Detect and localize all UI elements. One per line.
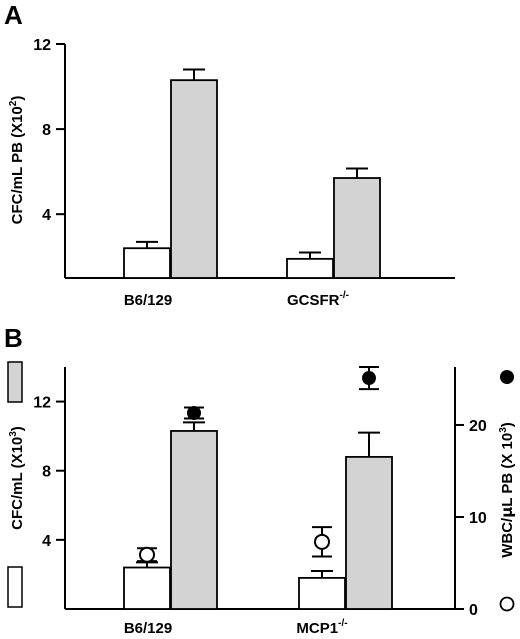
panel-a-letter: A xyxy=(4,0,23,30)
panel-b-y-axis-label: CFC/mL (X103) xyxy=(8,426,26,530)
panel-a-bar-s1-c1 xyxy=(333,177,381,279)
panel-b-y2-tick-label-0: 0 xyxy=(469,602,478,619)
panel-b-open-point-0 xyxy=(139,546,155,563)
panel-b-filled-point-1 xyxy=(362,371,376,386)
panel-b: B 4 8 12 0 10 20 CFC/mL (X103) WBC/μL PB (X … xyxy=(4,323,516,637)
panel-b-y2-tick-label-1: 10 xyxy=(469,510,487,527)
legend-swatch-white-bar xyxy=(7,566,23,608)
panel-b-bar-s0-c0 xyxy=(123,566,171,610)
panel-b-y-tick-label-2: 12 xyxy=(33,395,51,412)
panel-a-y-tick-label-2: 12 xyxy=(33,37,51,54)
panel-a-bar-s0-c1 xyxy=(286,257,334,279)
panel-b-bar-s0-c1 xyxy=(298,576,346,610)
panel-b-y2-tick-label-2: 20 xyxy=(469,418,487,435)
panel-b-letter: B xyxy=(4,323,23,353)
panel-b-open-point-1 xyxy=(314,533,330,550)
panel-a: A 4 8 12 CFC/mL PB (X102) B6/129 GCSFR-/- xyxy=(4,0,455,309)
panel-b-category-label-1: B6/129 xyxy=(124,620,172,637)
panel-b-y2-axis-label: WBC/μL PB (X 103) xyxy=(498,422,516,558)
panel-b-y-tick-label-1: 8 xyxy=(42,464,51,481)
panel-a-bar-s1-c0 xyxy=(170,79,218,279)
legend-filled-circle xyxy=(500,370,514,384)
panel-a-category-label-2: GCSFR-/- xyxy=(287,290,349,309)
panel-b-y-tick-label-0: 4 xyxy=(42,533,51,550)
panel-a-y-tick-label-0: 4 xyxy=(42,207,51,224)
legend-open-circle xyxy=(499,596,515,612)
panel-a-bar-s0-c0 xyxy=(123,247,171,279)
panel-b-bar-s1-c0 xyxy=(170,430,218,610)
panel-b-bar-s1-c1 xyxy=(345,455,393,610)
panel-a-category-label-1: B6/129 xyxy=(124,292,172,309)
panel-a-y-tick-label-1: 8 xyxy=(42,122,51,139)
panel-b-category-label-2: MCP1-/- xyxy=(296,618,347,637)
panel-b-filled-point-0 xyxy=(187,406,201,421)
panel-a-y-axis-label: CFC/mL PB (X102) xyxy=(8,96,26,225)
legend-swatch-gray-bar xyxy=(7,361,23,403)
